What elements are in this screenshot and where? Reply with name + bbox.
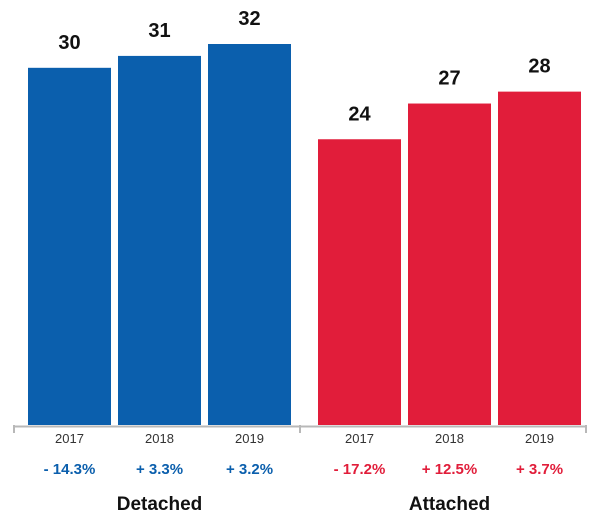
attached-value-label-2018: 27: [438, 68, 460, 90]
attached-change-label-2018: + 12.5%: [422, 461, 477, 478]
bars-layer: [28, 44, 581, 425]
detached-change-label-2019: + 3.2%: [226, 461, 273, 478]
detached-bar-2019: [208, 44, 291, 425]
detached-year-tick-2018: 2018: [145, 431, 174, 446]
detached-value-label-2018: 31: [148, 20, 170, 42]
attached-change-label-2019: + 3.7%: [516, 461, 563, 478]
x-axis: [13, 425, 587, 433]
attached-bar-2018: [408, 103, 491, 425]
attached-bar-2017: [318, 139, 401, 425]
attached-year-tick-2017: 2017: [345, 431, 374, 446]
detached-year-tick-2017: 2017: [55, 431, 84, 446]
attached-year-tick-2019: 2019: [525, 431, 554, 446]
detached-change-label-2018: + 3.3%: [136, 461, 183, 478]
detached-value-label-2017: 30: [58, 32, 80, 54]
detached-bar-2018: [118, 55, 201, 425]
attached-group-label: Attached: [409, 494, 490, 515]
detached-change-label-2017: - 14.3%: [44, 461, 96, 478]
attached-year-tick-2018: 2018: [435, 431, 464, 446]
detached-bar-2017: [28, 67, 111, 425]
attached-change-label-2017: - 17.2%: [334, 461, 386, 478]
detached-year-tick-2019: 2019: [235, 431, 264, 446]
labels-layer: 30 2017 - 14.3% 31 2018 + 3.3% 32 2019 + 3.2% Det…: [44, 8, 563, 515]
attached-bar-2019: [498, 91, 581, 425]
attached-value-label-2019: 28: [528, 56, 550, 78]
detached-group-label: Detached: [117, 494, 203, 515]
attached-value-label-2017: 24: [348, 103, 371, 125]
detached-value-label-2019: 32: [238, 8, 260, 30]
